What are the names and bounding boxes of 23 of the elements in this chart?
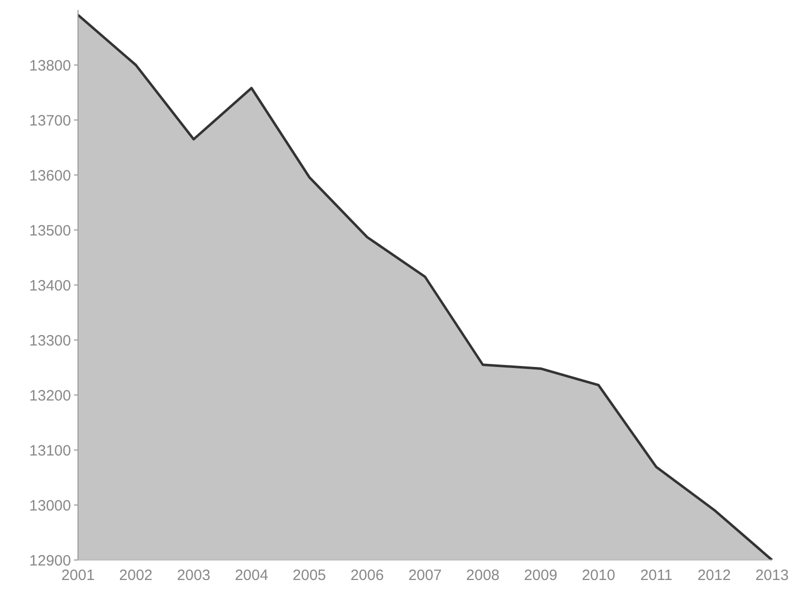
x-tick-label: 2010 — [582, 567, 616, 584]
x-tick-label: 2001 — [61, 567, 95, 584]
x-tick-label: 2012 — [697, 567, 731, 584]
y-tick-label: 13000 — [29, 497, 71, 514]
y-tick-label: 12900 — [29, 552, 71, 570]
y-tick-label: 13200 — [29, 387, 71, 404]
x-tick-label: 2002 — [119, 567, 153, 584]
x-tick-label: 2007 — [408, 567, 442, 584]
x-tick-label: 2013 — [755, 567, 789, 584]
y-tick-label: 13100 — [29, 442, 71, 460]
y-tick-label: 13300 — [29, 332, 71, 350]
x-tick-label: 2003 — [176, 567, 210, 584]
x-tick-label: 2011 — [640, 567, 672, 584]
x-tick-label: 2008 — [466, 567, 500, 584]
x-tick-label: 2005 — [292, 567, 326, 584]
x-tick-label: 2004 — [234, 567, 268, 584]
y-tick-label: 13600 — [29, 167, 71, 184]
y-tick-label: 13800 — [29, 57, 71, 74]
y-tick-label: 13400 — [29, 277, 71, 294]
x-tick-label: 2006 — [350, 567, 384, 584]
x-tick-label: 2009 — [524, 567, 558, 584]
y-tick-label: 13700 — [29, 112, 71, 130]
y-tick-label: 13500 — [29, 222, 71, 240]
